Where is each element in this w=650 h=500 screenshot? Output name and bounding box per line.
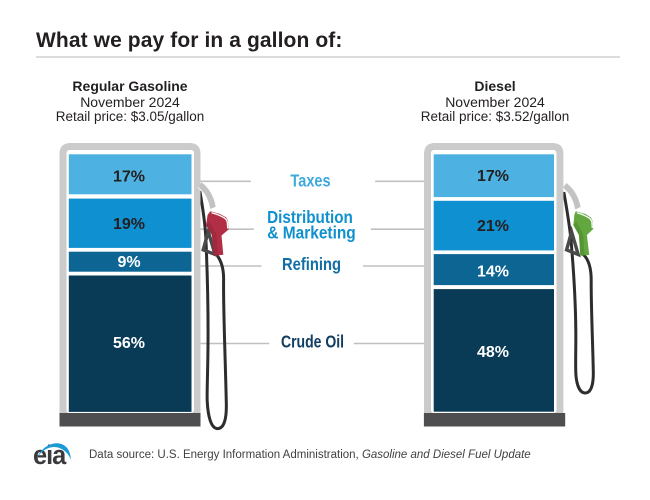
- svg-text:14%: 14%: [477, 263, 509, 280]
- svg-text:17%: 17%: [113, 168, 145, 185]
- svg-text:Refining: Refining: [282, 254, 341, 274]
- svg-text:56%: 56%: [113, 335, 145, 352]
- svg-text:9%: 9%: [117, 254, 140, 271]
- svg-text:48%: 48%: [477, 344, 509, 361]
- svg-text:19%: 19%: [113, 216, 145, 233]
- svg-text:& Marketing: & Marketing: [267, 223, 355, 243]
- svg-text:Distribution: Distribution: [267, 207, 353, 227]
- svg-text:17%: 17%: [477, 168, 509, 185]
- svg-text:Crude Oil: Crude Oil: [281, 332, 344, 352]
- svg-text:21%: 21%: [477, 218, 509, 235]
- svg-text:Taxes: Taxes: [290, 171, 330, 191]
